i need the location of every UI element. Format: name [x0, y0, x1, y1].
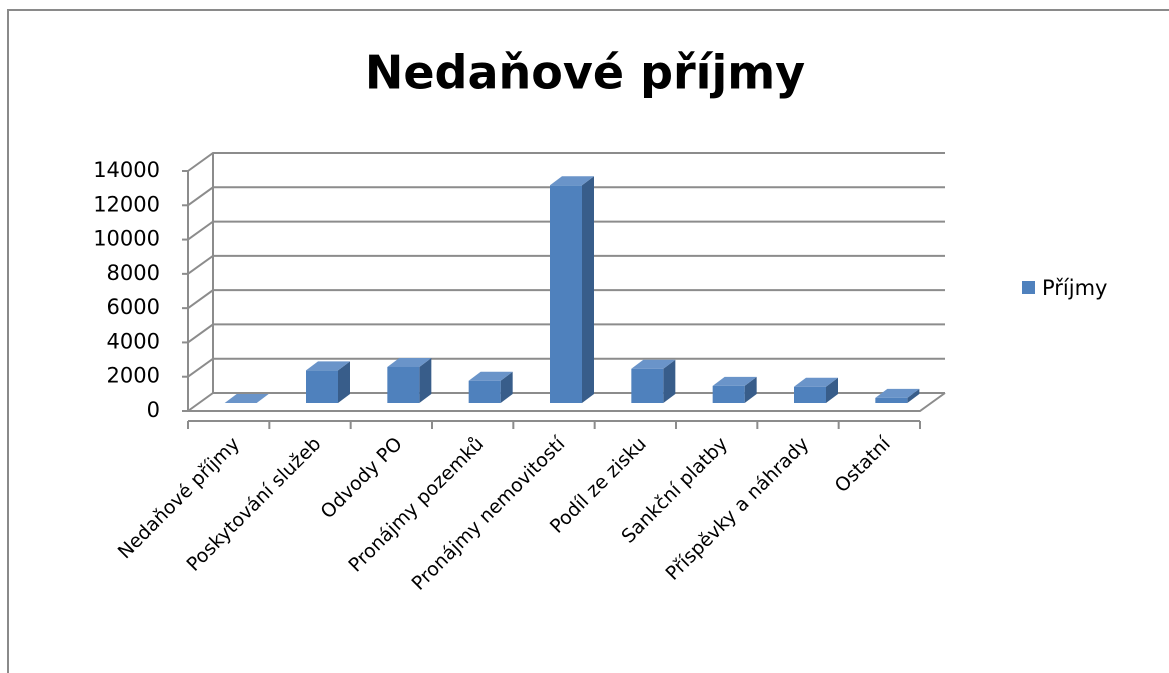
y-tick-label: 0 [147, 398, 160, 422]
bar-front [875, 397, 908, 403]
y-tick-label: 10000 [93, 227, 160, 251]
bar-top [631, 359, 676, 369]
grid-line [187, 357, 945, 378]
grid-line [187, 323, 945, 344]
grid-line [187, 392, 945, 412]
bar-top [794, 377, 838, 387]
bar-top [550, 176, 594, 186]
chart-title: Nedaňové příjmy [365, 46, 805, 100]
bar-top [306, 361, 350, 371]
bar [875, 388, 920, 403]
legend-swatch [1022, 281, 1035, 294]
bar-side [663, 359, 676, 403]
bar-front [306, 370, 338, 403]
bar-side [419, 358, 432, 403]
y-tick-label: 4000 [107, 329, 160, 353]
bar [631, 359, 676, 403]
x-tick-label: Pronájmy nemovitostí [407, 432, 569, 594]
bar-side [907, 388, 920, 403]
x-tick-label: Příspěvky a náhrady [661, 433, 813, 585]
y-tick-label: 6000 [107, 295, 160, 319]
bar-front [387, 367, 420, 403]
grid-line [187, 289, 945, 309]
bar [224, 394, 269, 403]
bar-front [550, 185, 582, 403]
y-tick-label: 14000 [93, 158, 160, 182]
x-tick-label: Pronájmy pozemků [344, 433, 488, 577]
bar [794, 377, 838, 403]
bar [550, 176, 594, 403]
grid-line [187, 186, 945, 207]
y-tick-label: 8000 [107, 261, 160, 285]
grid-line [187, 254, 945, 275]
bar-top [712, 376, 757, 386]
bar-side [582, 176, 594, 403]
legend-label: Příjmy [1042, 276, 1107, 300]
bar-side [826, 377, 838, 403]
bar-side [744, 376, 757, 403]
bar-top [875, 388, 920, 398]
bar [468, 371, 513, 403]
bar-top [468, 371, 513, 381]
bar-top [387, 358, 432, 367]
bar [306, 361, 350, 403]
grid-line [187, 152, 945, 172]
x-tick-label: Odvody PO [316, 433, 406, 523]
y-tick-label: 2000 [107, 364, 160, 388]
bar [712, 376, 757, 403]
bar-front [468, 380, 501, 403]
grid-line [187, 220, 945, 241]
bar-side [338, 361, 350, 403]
floor [188, 392, 946, 412]
y-tick-label: 12000 [93, 192, 160, 216]
bar-front [794, 386, 826, 403]
bar [387, 358, 432, 403]
bar-top [224, 394, 269, 403]
chart-frame [7, 9, 1169, 673]
bar-side [500, 371, 513, 403]
x-tick-label: Ostatní [831, 432, 896, 497]
bar-front [712, 385, 745, 403]
bar-front [631, 368, 664, 403]
x-tick-label: Poskytování služeb [182, 433, 325, 576]
